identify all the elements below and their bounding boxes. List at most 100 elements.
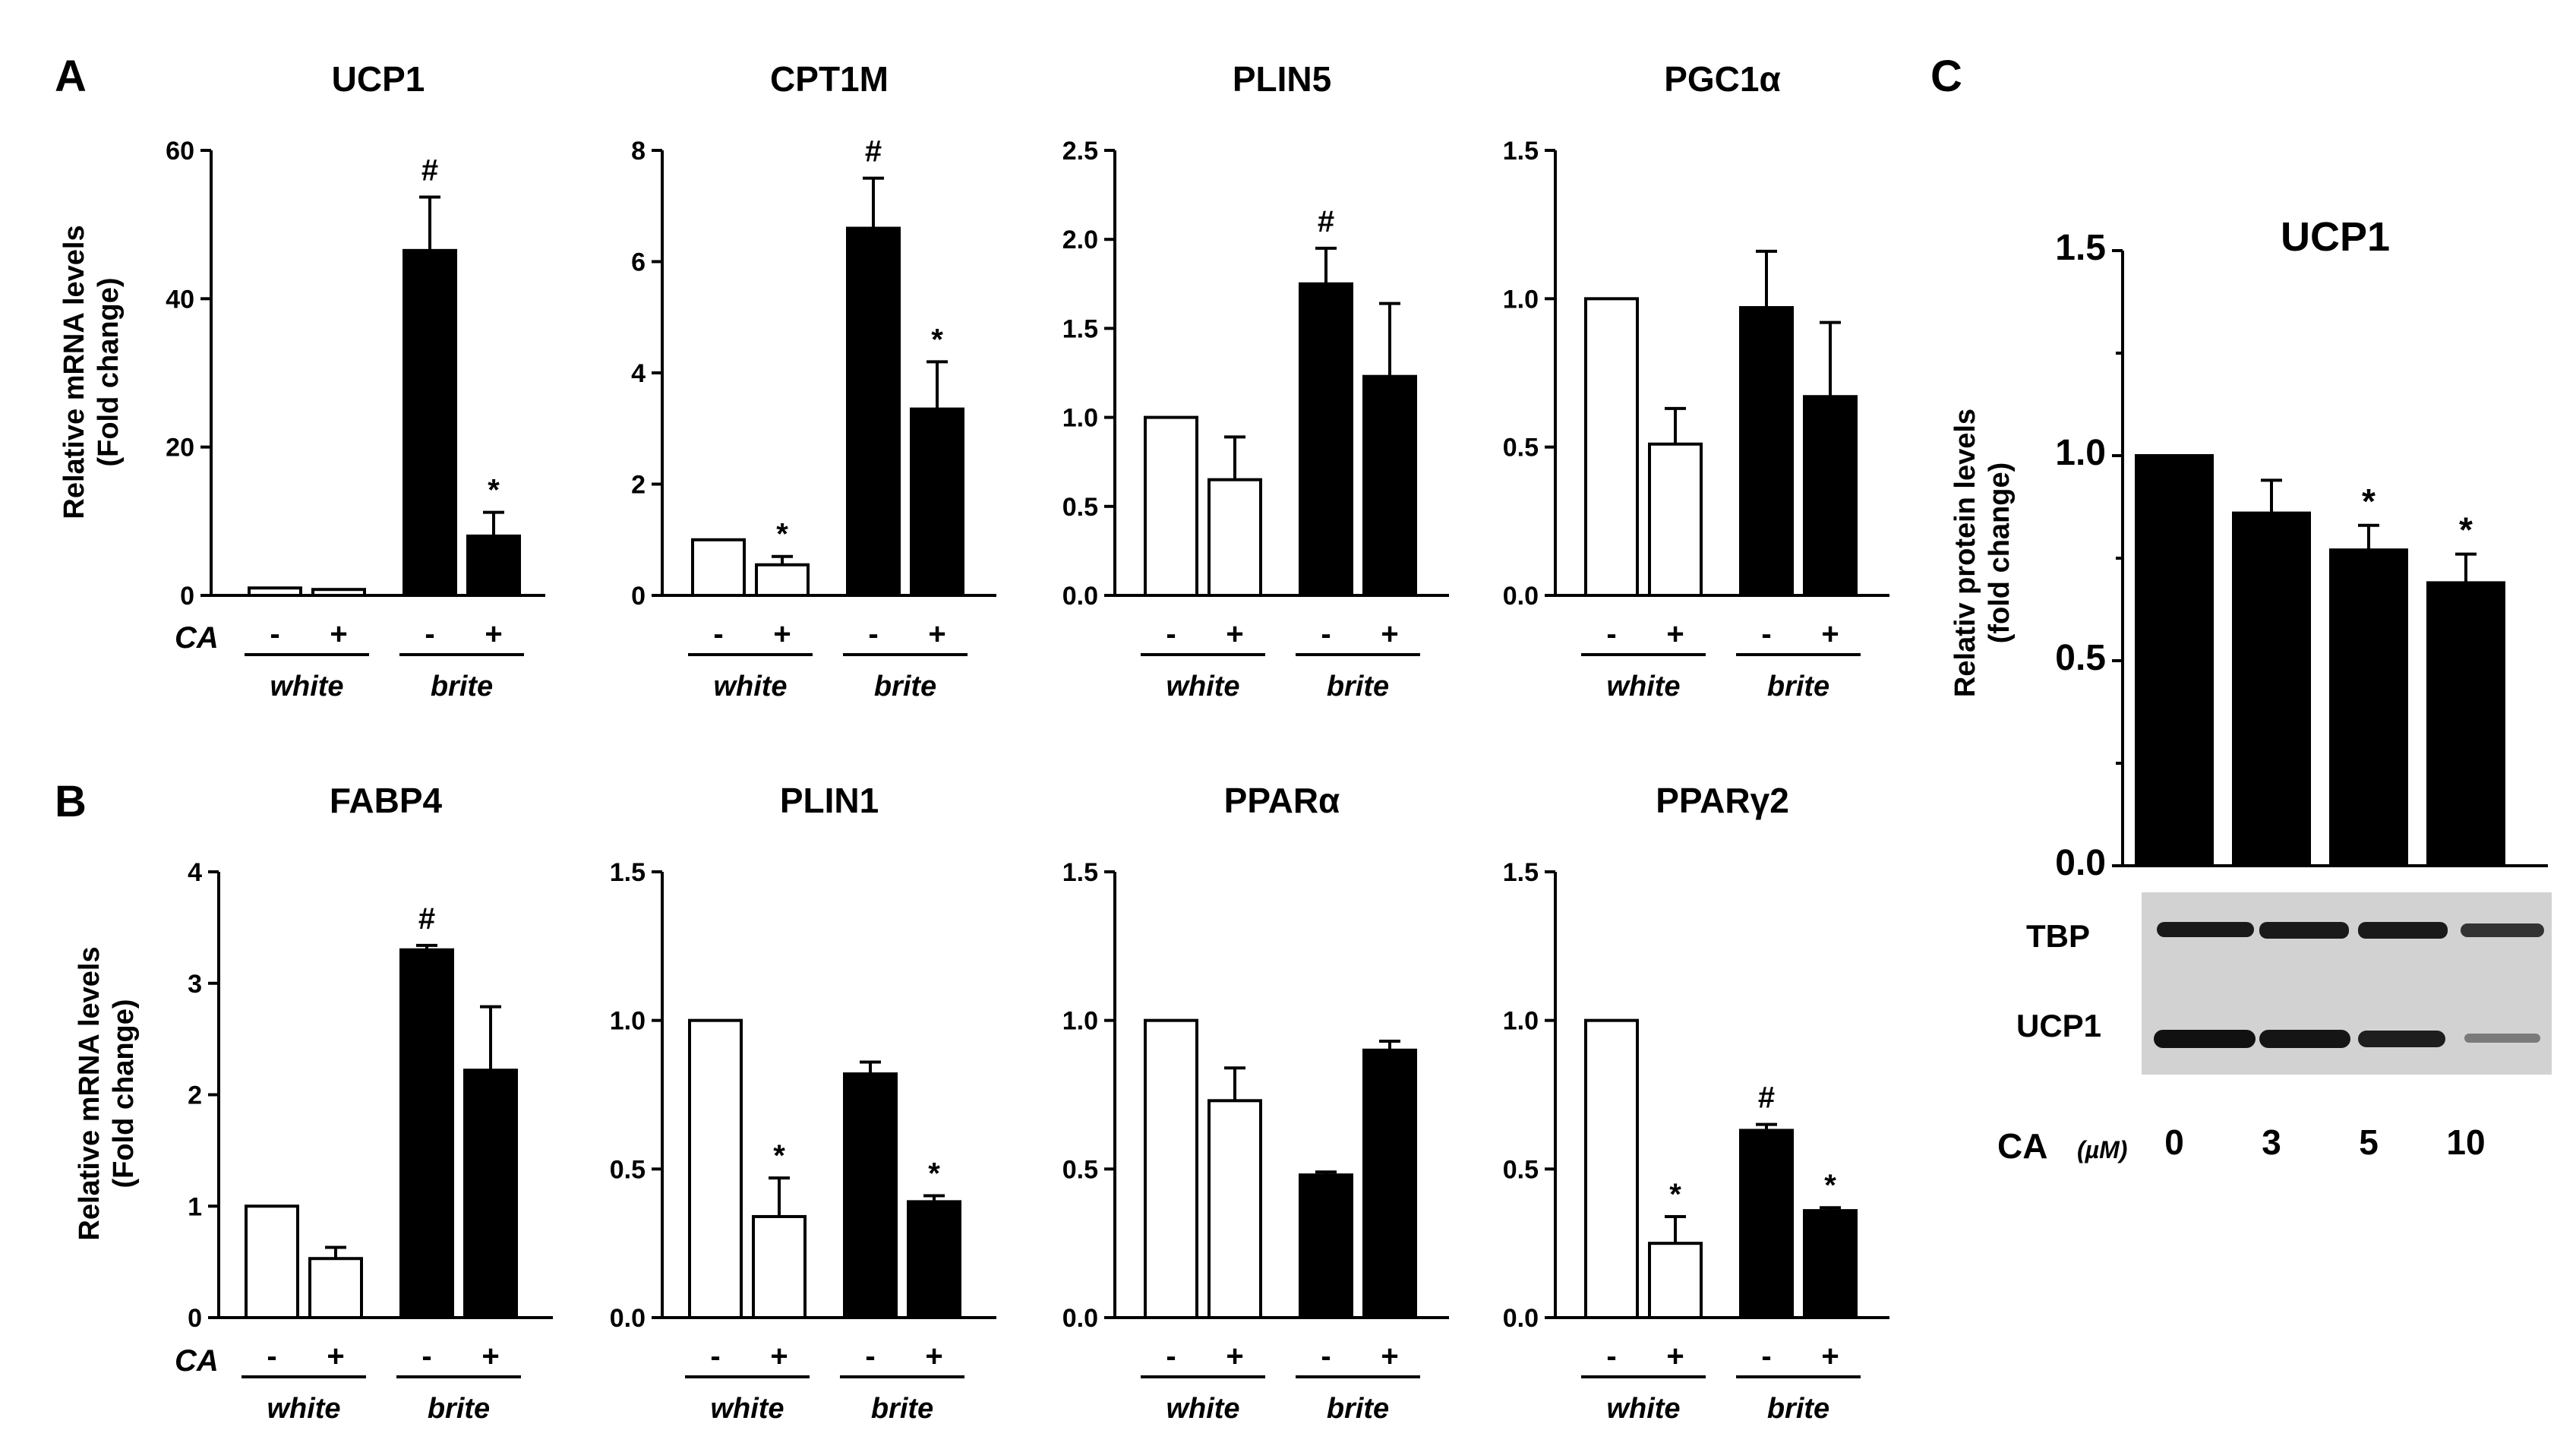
blot-band-ucp1-5 bbox=[2358, 1031, 2445, 1047]
pgc1a_mrna-bar-2 bbox=[1739, 306, 1794, 597]
ucp1_protein-bar-0 bbox=[2135, 454, 2214, 867]
plin1_mrna-ytick-label-1: 0.5 bbox=[610, 1155, 646, 1184]
pparg2_mrna-title: PPARγ2 bbox=[1656, 781, 1789, 820]
pgc1a_mrna-sign-0: - bbox=[1606, 617, 1616, 651]
pgc1a_mrna-group-label-0: white bbox=[1606, 671, 1680, 702]
ucp1_mrna-marker-2: # bbox=[421, 154, 438, 188]
ucp1_mrna-bar-3 bbox=[466, 534, 521, 597]
cpt1m_mrna-sign-2: - bbox=[868, 617, 878, 651]
plin1_mrna-marker-1: * bbox=[773, 1139, 785, 1173]
pgc1a_mrna-sign-3: + bbox=[1821, 617, 1839, 651]
fabp4_mrna-title: FABP4 bbox=[330, 781, 443, 820]
cpt1m_mrna-marker-3: * bbox=[931, 323, 943, 356]
pparg2_mrna-sign-1: + bbox=[1666, 1340, 1684, 1373]
pparg2_mrna-ytick-label-0: 0.0 bbox=[1503, 1304, 1539, 1333]
ppara_mrna-bar-2 bbox=[1299, 1173, 1353, 1320]
plin1_mrna-marker-3: * bbox=[928, 1157, 940, 1191]
pparg2_mrna-bar-2 bbox=[1739, 1129, 1794, 1319]
cpt1m_mrna-marker-1: * bbox=[776, 518, 788, 551]
ucp1_protein-bar-3 bbox=[2426, 581, 2505, 868]
ucp1_mrna-group-label-0: white bbox=[270, 671, 343, 702]
ucp1_mrna-group-label-1: brite bbox=[431, 671, 493, 702]
plin5_mrna-bar-0 bbox=[1144, 415, 1198, 597]
fabp4_mrna-ytick-label-0: 0 bbox=[188, 1304, 202, 1333]
ppara_mrna-sign-0: - bbox=[1166, 1340, 1176, 1373]
pparg2_mrna-marker-1: * bbox=[1669, 1178, 1681, 1211]
cpt1m_mrna-group-label-1: brite bbox=[874, 671, 936, 702]
ucp1_protein-ytick-label-1: 0.5 bbox=[2055, 638, 2106, 678]
fabp4_mrna-group-label-0: white bbox=[267, 1393, 340, 1425]
mrna-ylabel-b-line2: (Fold change) bbox=[108, 999, 140, 1188]
cpt1m_mrna-title: CPT1M bbox=[770, 59, 889, 99]
blot-band-tbp-5 bbox=[2358, 922, 2448, 939]
ucp1_mrna-bar-0 bbox=[248, 586, 302, 598]
ucp1_mrna-ytick-label-3: 60 bbox=[166, 137, 194, 166]
ucp1_protein-dose-1: 3 bbox=[2262, 1122, 2281, 1162]
western-blot bbox=[2142, 892, 2552, 1075]
fabp4_mrna-group-label-1: brite bbox=[428, 1393, 490, 1425]
plin5_mrna-group-label-1: brite bbox=[1327, 671, 1389, 702]
pgc1a_mrna-ytick-label-0: 0.0 bbox=[1503, 582, 1539, 611]
fabp4_mrna-ytick-label-1: 1 bbox=[188, 1192, 202, 1221]
plin5_mrna-ytick-label-0: 0.0 bbox=[1062, 582, 1098, 611]
panel-letter-a: A bbox=[55, 52, 87, 101]
ucp1_mrna-sign-3: + bbox=[485, 617, 502, 651]
dose-label: CA bbox=[1997, 1126, 2047, 1166]
pgc1a_mrna-ytick-label-1: 0.5 bbox=[1503, 434, 1539, 462]
pparg2_mrna-marker-2: # bbox=[1758, 1081, 1775, 1115]
plin1_mrna-bar-0 bbox=[688, 1018, 743, 1319]
blot-band-ucp1-3 bbox=[2259, 1030, 2350, 1048]
ucp1_mrna-ytick-label-0: 0 bbox=[180, 582, 194, 611]
fabp4_mrna-ytick-label-3: 3 bbox=[188, 970, 202, 999]
ucp1_mrna-ytick-label-1: 20 bbox=[166, 434, 194, 462]
cpt1m_mrna-bar-0 bbox=[691, 538, 746, 597]
cpt1m_mrna-ytick-label-3: 6 bbox=[631, 248, 646, 277]
plin5_mrna-bar-2 bbox=[1299, 282, 1353, 597]
pparg2_mrna-bar-0 bbox=[1584, 1018, 1639, 1319]
plin5_mrna-title: PLIN5 bbox=[1233, 59, 1331, 99]
fabp4_mrna-sign-0: - bbox=[267, 1340, 276, 1373]
pgc1a_mrna-bar-1 bbox=[1648, 442, 1703, 598]
ppara_mrna-title: PPARα bbox=[1224, 781, 1340, 820]
protein-ylabel-line1: Relativ protein levels bbox=[1949, 409, 1981, 697]
protein-ylabel-line2: (fold change) bbox=[1984, 462, 2016, 644]
plin1_mrna-bar-3 bbox=[907, 1200, 961, 1319]
ppara_mrna-bar-0 bbox=[1144, 1018, 1198, 1319]
pparg2_mrna-group-label-1: brite bbox=[1767, 1393, 1829, 1425]
ucp1_protein-dose-2: 5 bbox=[2359, 1122, 2379, 1162]
fabp4_mrna-sign-2: - bbox=[421, 1340, 431, 1373]
pgc1a_mrna-ytick-label-3: 1.5 bbox=[1503, 137, 1539, 166]
plin1_mrna-ytick-label-2: 1.0 bbox=[610, 1007, 646, 1036]
blot-label-ucp1: UCP1 bbox=[2016, 1008, 2101, 1043]
pgc1a_mrna-title: PGC1α bbox=[1664, 59, 1781, 99]
ppara_mrna-group-label-0: white bbox=[1166, 1393, 1239, 1425]
plin1_mrna-bar-1 bbox=[752, 1214, 807, 1319]
plin5_mrna-sign-2: - bbox=[1321, 617, 1331, 651]
ucp1_mrna-sign-2: - bbox=[425, 617, 434, 651]
ppara_mrna-ytick-label-0: 0.0 bbox=[1062, 1304, 1098, 1333]
plin5_mrna-ytick-label-2: 1.0 bbox=[1062, 404, 1098, 433]
ucp1_mrna-ytick-label-2: 40 bbox=[166, 285, 194, 314]
plin5_mrna-ytick-label-5: 2.5 bbox=[1062, 137, 1098, 166]
cpt1m_mrna-marker-2: # bbox=[865, 135, 882, 169]
blot-label-tbp: TBP bbox=[2026, 918, 2090, 954]
blot-band-tbp-0 bbox=[2157, 922, 2254, 937]
pparg2_mrna-marker-3: * bbox=[1824, 1169, 1836, 1202]
cpt1m_mrna-bar-2 bbox=[846, 226, 901, 597]
ucp1_protein-ytick-label-0: 0.0 bbox=[2055, 843, 2106, 883]
blot-band-tbp-3 bbox=[2259, 922, 2349, 939]
plin1_mrna-sign-0: - bbox=[710, 1340, 720, 1373]
pgc1a_mrna-bar-0 bbox=[1584, 297, 1639, 597]
cpt1m_mrna-bar-1 bbox=[755, 563, 810, 598]
plin5_mrna-ytick-label-4: 2.0 bbox=[1062, 226, 1098, 254]
plin5_mrna-sign-1: + bbox=[1226, 617, 1243, 651]
pparg2_mrna-group-label-0: white bbox=[1606, 1393, 1680, 1425]
fabp4_mrna-bar-2 bbox=[399, 948, 454, 1319]
ucp1_protein-bar-2 bbox=[2329, 548, 2408, 867]
ucp1_mrna-marker-3: * bbox=[488, 474, 500, 507]
plin1_mrna-bar-2 bbox=[843, 1072, 898, 1320]
plin1_mrna-sign-1: + bbox=[770, 1340, 788, 1373]
panel-letter-c: C bbox=[1930, 52, 1962, 101]
ppara_mrna-sign-2: - bbox=[1321, 1340, 1331, 1373]
panel-letter-b: B bbox=[55, 777, 87, 826]
